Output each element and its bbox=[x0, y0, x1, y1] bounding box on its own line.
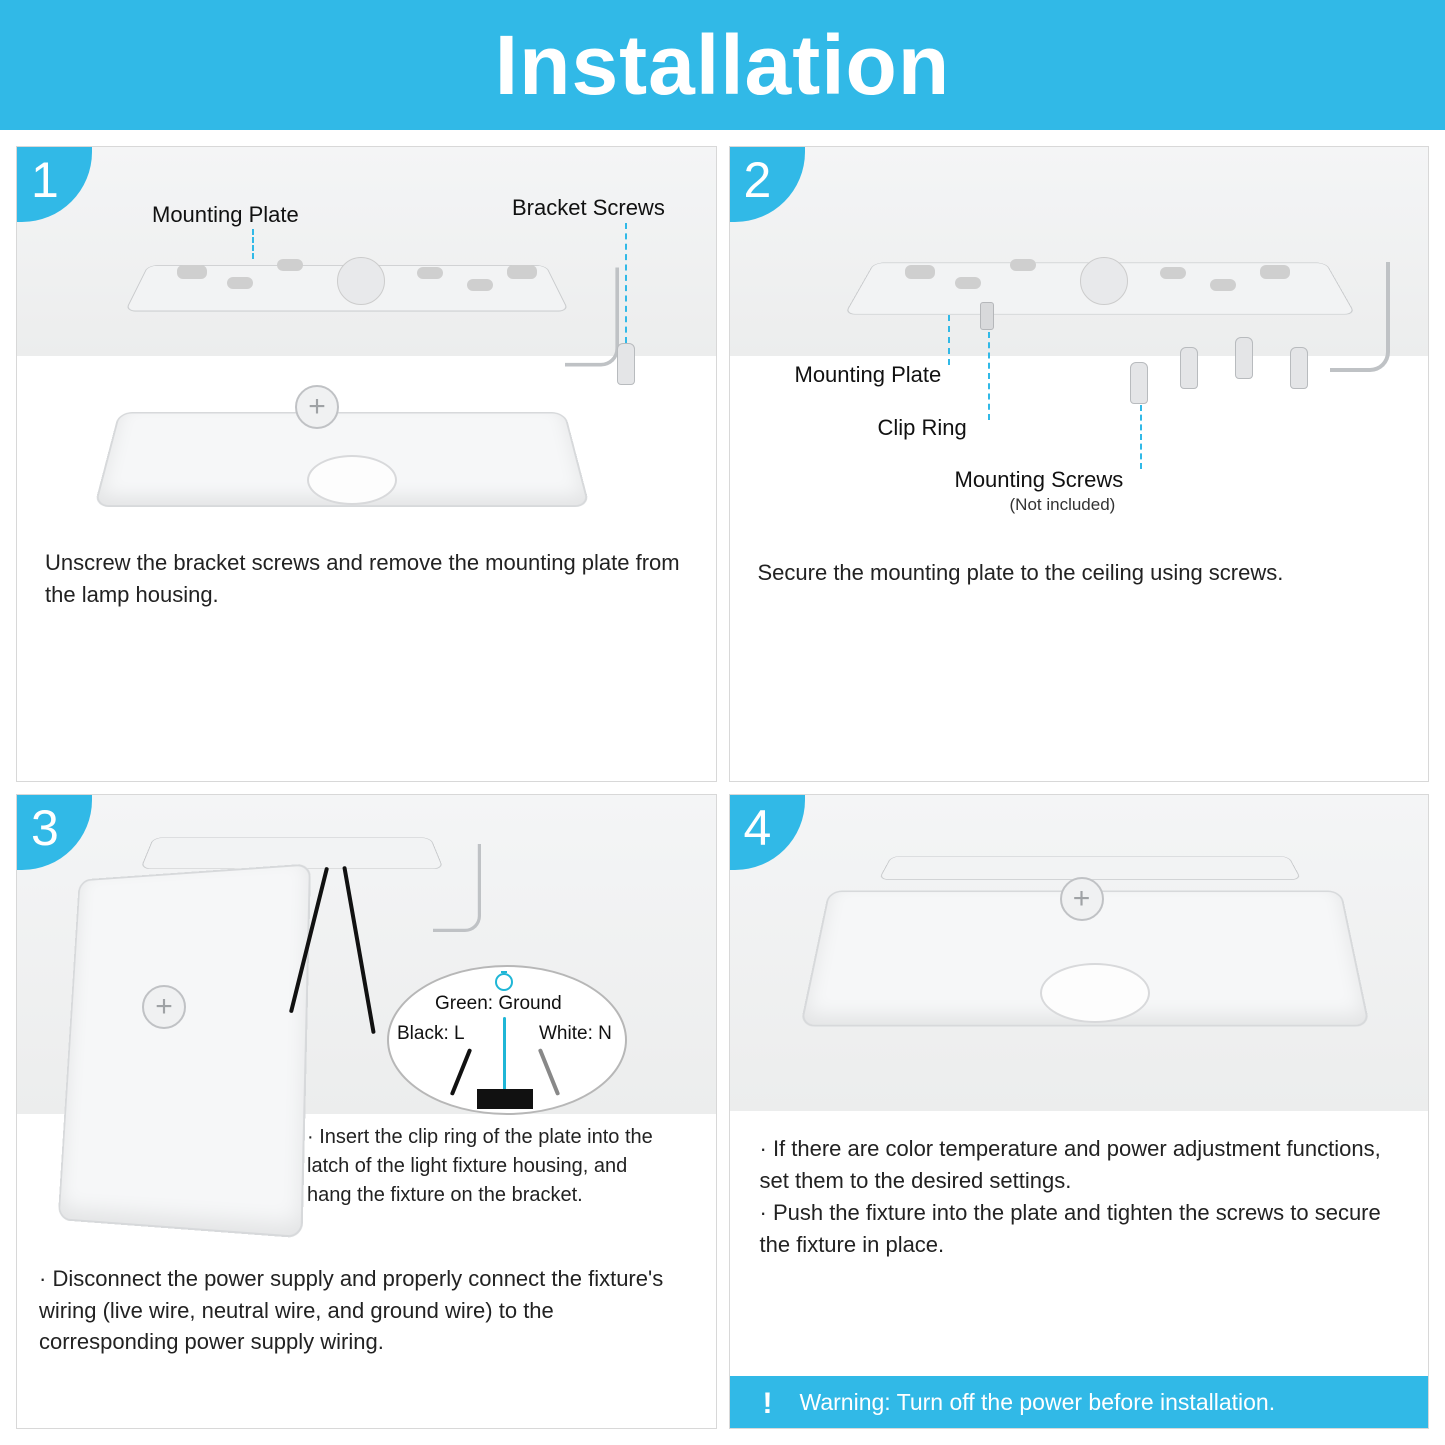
header-bar: Installation bbox=[0, 0, 1445, 130]
step-4-caption-a: · If there are color temperature and pow… bbox=[760, 1133, 1399, 1197]
label-not-included: (Not included) bbox=[1010, 495, 1116, 515]
step-1-diagram: Mounting Plate Bracket Screws + bbox=[17, 147, 716, 527]
step-1: 1 Mounting Plate Bracket Screws + Unscre… bbox=[16, 146, 717, 782]
label-clip-ring: Clip Ring bbox=[878, 415, 967, 441]
step-3-inner-caption: · Insert the clip ring of the plate into… bbox=[307, 1123, 677, 1210]
step-4-diagram: + bbox=[730, 795, 1429, 1112]
warning-bar: Warning: Turn off the power before insta… bbox=[730, 1376, 1429, 1428]
steps-grid: 1 Mounting Plate Bracket Screws + Unscre… bbox=[0, 130, 1445, 1445]
step-4-caption-b: · Push the fixture into the plate and ti… bbox=[760, 1197, 1399, 1261]
step-2-diagram: Mounting Plate Clip Ring Mounting Screws… bbox=[730, 147, 1429, 527]
step-4: 4 + · If there are color temperature and… bbox=[729, 794, 1430, 1430]
label-ground: Green: Ground bbox=[435, 993, 562, 1015]
label-mounting-plate-1: Mounting Plate bbox=[152, 202, 299, 228]
label-bracket-screws: Bracket Screws bbox=[512, 195, 665, 221]
label-live: Black: L bbox=[397, 1023, 465, 1045]
label-mounting-screws: Mounting Screws bbox=[955, 467, 1124, 493]
label-neutral: White: N bbox=[539, 1023, 612, 1045]
step-2-caption: Secure the mounting plate to the ceiling… bbox=[730, 527, 1429, 609]
step-3-caption: · Disconnect the power supply and proper… bbox=[17, 1251, 716, 1375]
step-2: 2 Mounting Plate Clip Ring Mounting Scre… bbox=[729, 146, 1430, 782]
page-title: Installation bbox=[495, 17, 950, 114]
label-mounting-plate-2: Mounting Plate bbox=[795, 362, 942, 388]
step-1-caption: Unscrew the bracket screws and remove th… bbox=[17, 527, 716, 631]
warning-text: Warning: Turn off the power before insta… bbox=[800, 1389, 1276, 1416]
step-4-captions: · If there are color temperature and pow… bbox=[730, 1111, 1429, 1331]
step-3: 3 + Green: Ground Black: L White: N · In… bbox=[16, 794, 717, 1430]
step-3-diagram: + Green: Ground Black: L White: N · Inse… bbox=[17, 795, 716, 1251]
warning-exclaim: ! bbox=[763, 1387, 773, 1421]
